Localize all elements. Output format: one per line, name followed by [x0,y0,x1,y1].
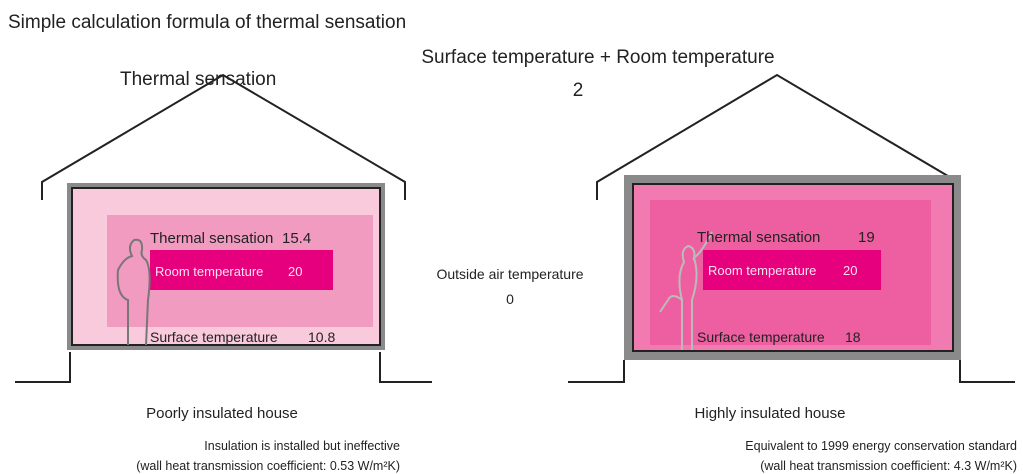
person [659,231,713,350]
surface-value: 10.8 [308,329,335,345]
house-note: (wall heat transmission coefficient: 0.5… [136,459,400,473]
outside-value: 0 [506,291,514,307]
house-note: Equivalent to 1999 energy conservation s… [745,439,1017,453]
room-core [150,250,333,290]
room-core [703,250,881,290]
room-value: 20 [843,263,857,278]
outside-label: Outside air temperature [436,266,583,282]
thermal-value: 19 [858,229,875,246]
person [116,238,151,346]
surface-label: Surface temperature [697,329,825,345]
house-note: (wall heat transmission coefficient: 4.3… [760,459,1017,473]
house-left [15,73,432,383]
room-value: 20 [288,264,302,279]
thermal-label: Thermal sensation [697,229,820,246]
ground [568,360,625,383]
room-label: Room temperature [155,264,263,279]
house-note: Insulation is installed but ineffective [204,439,400,453]
title: Simple calculation formula of thermal se… [8,12,406,33]
ground [379,352,432,383]
surface-label: Surface temperature [150,329,278,345]
formula-numerator: Surface temperature + Room temperature [421,47,774,68]
roof [41,73,406,200]
formula-denominator: 2 [573,80,584,101]
house-right [568,73,1015,383]
room-label: Room temperature [708,263,816,278]
surface-value: 18 [845,329,861,345]
thermal-label: Thermal sensation [150,230,273,247]
house-caption: Highly insulated house [695,405,846,422]
house-caption: Poorly insulated house [146,405,298,422]
ground [959,360,1015,383]
formula-lhs: Thermal sensation [120,69,276,90]
ground [15,352,71,383]
thermal-value: 15.4 [282,230,311,247]
